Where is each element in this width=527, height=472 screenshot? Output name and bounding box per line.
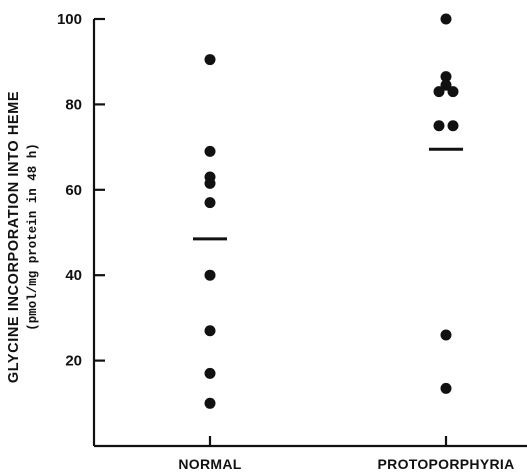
data-point	[440, 79, 452, 91]
data-point	[433, 86, 445, 98]
data-point	[204, 269, 216, 281]
x-category-label: PROTOPORPHYRIA	[378, 456, 515, 472]
data-point	[447, 120, 459, 132]
data-point	[447, 86, 459, 98]
data-point	[440, 329, 452, 341]
y-tick-label: 20	[65, 353, 82, 370]
y-axis-label: GLYCINE INCORPORATION INTO HEME	[6, 91, 22, 383]
y-tick-label: 100	[57, 11, 82, 28]
y-axis-unit-label: (pmol/mg protein in 48 h)	[26, 143, 40, 331]
data-point	[440, 13, 452, 25]
data-point	[433, 120, 445, 132]
data-point	[204, 367, 216, 379]
data-point	[204, 54, 216, 66]
axes	[92, 19, 527, 448]
data-point	[440, 71, 452, 83]
mean-markers	[193, 147, 463, 241]
data-point	[204, 145, 216, 157]
y-axis-ticks: 20 40 60 80 100	[57, 11, 105, 370]
data-point	[204, 177, 216, 189]
x-axis-ticks: NORMAL PROTOPORPHYRIA	[178, 436, 514, 472]
y-tick-label: 60	[65, 182, 82, 199]
y-tick-label: 40	[65, 267, 82, 284]
data-point	[204, 325, 216, 337]
data-point	[204, 197, 216, 209]
data-point	[440, 382, 452, 394]
y-tick-label: 80	[65, 96, 82, 113]
y-axis-title: GLYCINE INCORPORATION INTO HEME (pmol/mg…	[6, 91, 40, 383]
data-point	[204, 397, 216, 409]
data-points	[204, 13, 459, 409]
x-category-label: NORMAL	[178, 456, 241, 472]
